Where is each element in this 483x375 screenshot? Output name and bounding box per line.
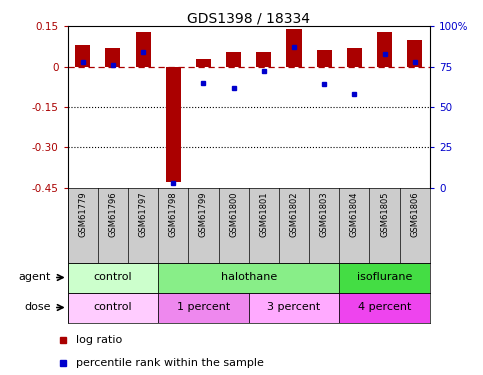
Text: GSM61799: GSM61799 — [199, 191, 208, 237]
Bar — [226, 52, 241, 67]
Bar — [166, 67, 181, 182]
Text: agent: agent — [19, 273, 51, 282]
Text: 1 percent: 1 percent — [177, 303, 230, 312]
Bar — [158, 292, 249, 322]
Text: GSM61796: GSM61796 — [108, 191, 117, 237]
Text: log ratio: log ratio — [76, 335, 123, 345]
Text: dose: dose — [25, 303, 51, 312]
Text: halothane: halothane — [221, 273, 277, 282]
Bar — [105, 48, 120, 67]
Bar — [286, 29, 301, 67]
Bar — [68, 292, 158, 322]
Bar — [377, 32, 392, 67]
Bar — [339, 292, 430, 322]
Bar — [407, 40, 422, 67]
Text: GSM61779: GSM61779 — [78, 191, 87, 237]
Bar — [256, 52, 271, 67]
Text: control: control — [94, 273, 132, 282]
Bar — [136, 32, 151, 67]
Text: GSM61801: GSM61801 — [259, 191, 269, 237]
Text: isoflurane: isoflurane — [357, 273, 412, 282]
Text: GSM61803: GSM61803 — [320, 191, 329, 237]
Bar — [317, 51, 332, 67]
Text: GSM61802: GSM61802 — [289, 191, 298, 237]
Text: percentile rank within the sample: percentile rank within the sample — [76, 358, 264, 368]
Bar — [68, 262, 158, 292]
Text: 3 percent: 3 percent — [268, 303, 321, 312]
Bar — [339, 262, 430, 292]
Text: GSM61805: GSM61805 — [380, 191, 389, 237]
Text: control: control — [94, 303, 132, 312]
Text: GSM61804: GSM61804 — [350, 191, 359, 237]
Bar — [75, 45, 90, 67]
Bar — [158, 262, 339, 292]
Text: GSM61797: GSM61797 — [139, 191, 148, 237]
Text: GSM61806: GSM61806 — [410, 191, 419, 237]
Text: GSM61800: GSM61800 — [229, 191, 238, 237]
Bar — [347, 48, 362, 67]
Title: GDS1398 / 18334: GDS1398 / 18334 — [187, 11, 310, 25]
Bar — [196, 58, 211, 67]
Text: GSM61798: GSM61798 — [169, 191, 178, 237]
Bar — [249, 292, 339, 322]
Text: 4 percent: 4 percent — [358, 303, 412, 312]
